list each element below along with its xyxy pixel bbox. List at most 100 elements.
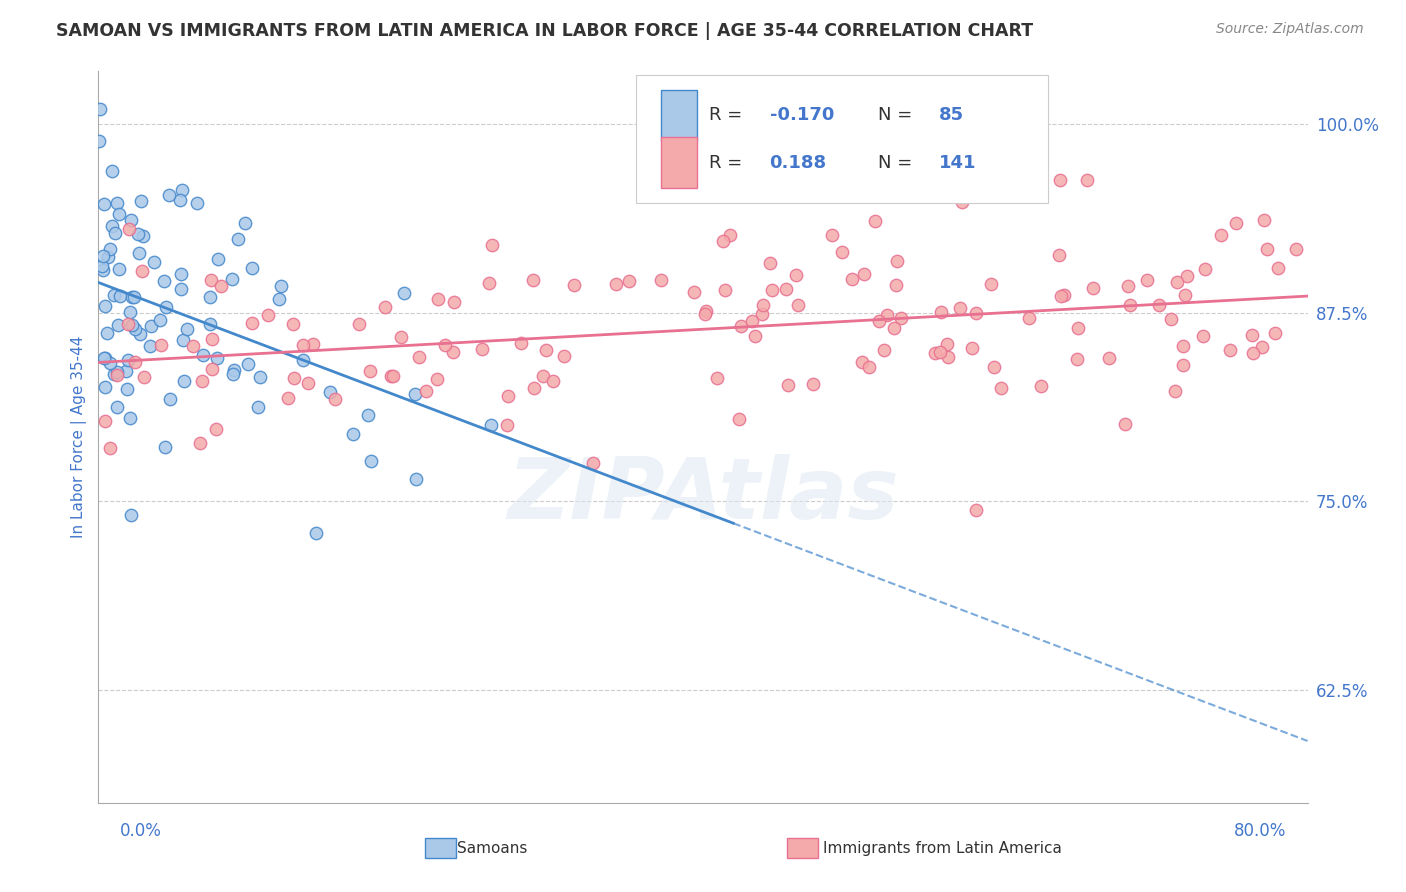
Point bbox=[936, 337, 959, 351]
Point bbox=[751, 298, 773, 312]
Point bbox=[188, 436, 211, 450]
Point bbox=[93, 197, 115, 211]
Text: 141: 141 bbox=[939, 153, 976, 172]
Point bbox=[122, 290, 145, 304]
Point bbox=[132, 370, 155, 384]
Point bbox=[205, 422, 228, 436]
Text: ZIPAtlas: ZIPAtlas bbox=[508, 454, 898, 537]
Point bbox=[104, 226, 127, 240]
Point bbox=[929, 183, 952, 197]
Point bbox=[256, 309, 278, 323]
Point bbox=[382, 368, 405, 383]
Point bbox=[200, 273, 222, 287]
Point bbox=[553, 349, 575, 363]
Point bbox=[1264, 326, 1286, 341]
Point bbox=[1136, 273, 1159, 287]
Point bbox=[761, 283, 783, 297]
Point bbox=[121, 290, 143, 304]
Point bbox=[744, 329, 766, 343]
Point bbox=[149, 338, 172, 352]
Point bbox=[93, 351, 115, 366]
Point bbox=[960, 341, 983, 355]
Point bbox=[240, 261, 263, 276]
Point bbox=[235, 216, 257, 230]
Point bbox=[240, 316, 263, 330]
Text: R =: R = bbox=[709, 106, 748, 124]
Point bbox=[852, 267, 875, 281]
Point bbox=[380, 368, 402, 383]
Point bbox=[751, 307, 773, 321]
Point bbox=[170, 183, 193, 197]
Point bbox=[297, 376, 319, 390]
Point bbox=[209, 278, 232, 293]
Point bbox=[181, 339, 204, 353]
Text: Immigrants from Latin America: Immigrants from Latin America bbox=[823, 841, 1062, 855]
Point bbox=[1114, 417, 1136, 431]
Point bbox=[522, 273, 544, 287]
Point bbox=[1116, 279, 1139, 293]
Point bbox=[831, 244, 853, 259]
Point bbox=[349, 317, 371, 331]
Point bbox=[990, 380, 1012, 394]
Point bbox=[1049, 288, 1071, 302]
Point bbox=[605, 277, 627, 292]
Point bbox=[481, 418, 503, 433]
Point bbox=[1253, 212, 1275, 227]
Text: R =: R = bbox=[709, 153, 748, 172]
Point bbox=[149, 312, 172, 326]
Text: N =: N = bbox=[879, 106, 918, 124]
Point bbox=[478, 276, 501, 290]
Point bbox=[405, 472, 427, 486]
Point bbox=[191, 348, 214, 362]
Point bbox=[714, 283, 737, 297]
Point bbox=[775, 282, 797, 296]
Point bbox=[117, 317, 139, 331]
Point bbox=[157, 187, 180, 202]
Point bbox=[1066, 351, 1088, 366]
Point bbox=[98, 356, 121, 370]
Point bbox=[1119, 297, 1142, 311]
Point bbox=[120, 508, 142, 523]
Point bbox=[426, 292, 449, 306]
Point bbox=[758, 256, 780, 270]
Point bbox=[124, 354, 146, 368]
Point bbox=[408, 351, 430, 365]
Point bbox=[323, 392, 346, 407]
Point bbox=[127, 227, 149, 241]
FancyBboxPatch shape bbox=[661, 90, 697, 141]
Point bbox=[496, 417, 519, 432]
Point bbox=[562, 278, 585, 293]
Point bbox=[851, 355, 873, 369]
Point bbox=[305, 525, 328, 540]
Point bbox=[1149, 298, 1171, 312]
Point bbox=[471, 343, 494, 357]
Point bbox=[1209, 227, 1232, 242]
Point bbox=[863, 214, 886, 228]
Point bbox=[97, 251, 120, 265]
Point bbox=[727, 412, 749, 426]
Text: Source: ZipAtlas.com: Source: ZipAtlas.com bbox=[1216, 22, 1364, 37]
Point bbox=[131, 264, 153, 278]
Point bbox=[222, 362, 245, 376]
Point bbox=[121, 318, 143, 332]
Point bbox=[93, 414, 115, 428]
Point bbox=[389, 330, 412, 344]
Point bbox=[821, 228, 844, 243]
Point bbox=[541, 374, 564, 388]
Point bbox=[706, 371, 728, 385]
Point bbox=[105, 196, 128, 211]
Point bbox=[103, 368, 125, 382]
Point bbox=[270, 278, 292, 293]
Point bbox=[301, 336, 323, 351]
Point bbox=[948, 301, 970, 316]
Point bbox=[392, 285, 415, 300]
Point bbox=[153, 274, 176, 288]
Point bbox=[238, 357, 260, 371]
Point bbox=[169, 193, 191, 207]
Point bbox=[129, 194, 152, 208]
Point bbox=[267, 293, 290, 307]
Point bbox=[107, 261, 129, 276]
Point bbox=[128, 326, 150, 341]
Point bbox=[190, 374, 212, 388]
Point bbox=[89, 102, 111, 116]
